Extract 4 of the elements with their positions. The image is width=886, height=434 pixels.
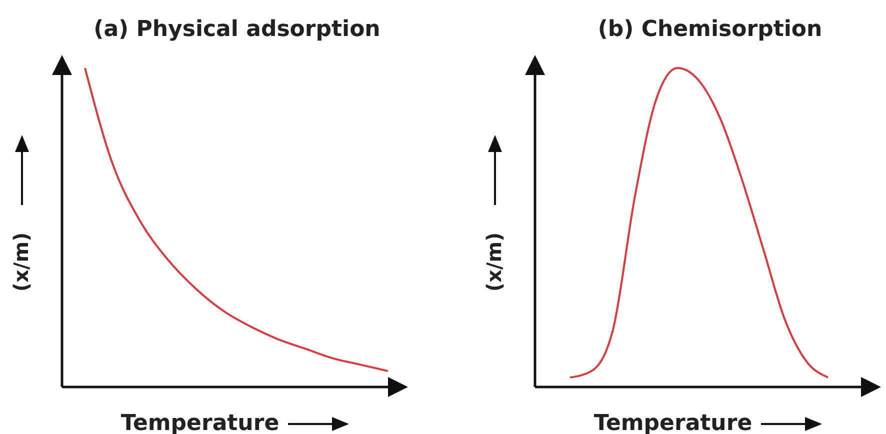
chart-title: (a) Physical adsorption	[94, 17, 380, 42]
y-axis-title: (x/m)	[9, 232, 33, 292]
y-axis-title: (x/m)	[482, 232, 506, 292]
chart-title: (b) Chemisorption	[598, 17, 822, 42]
